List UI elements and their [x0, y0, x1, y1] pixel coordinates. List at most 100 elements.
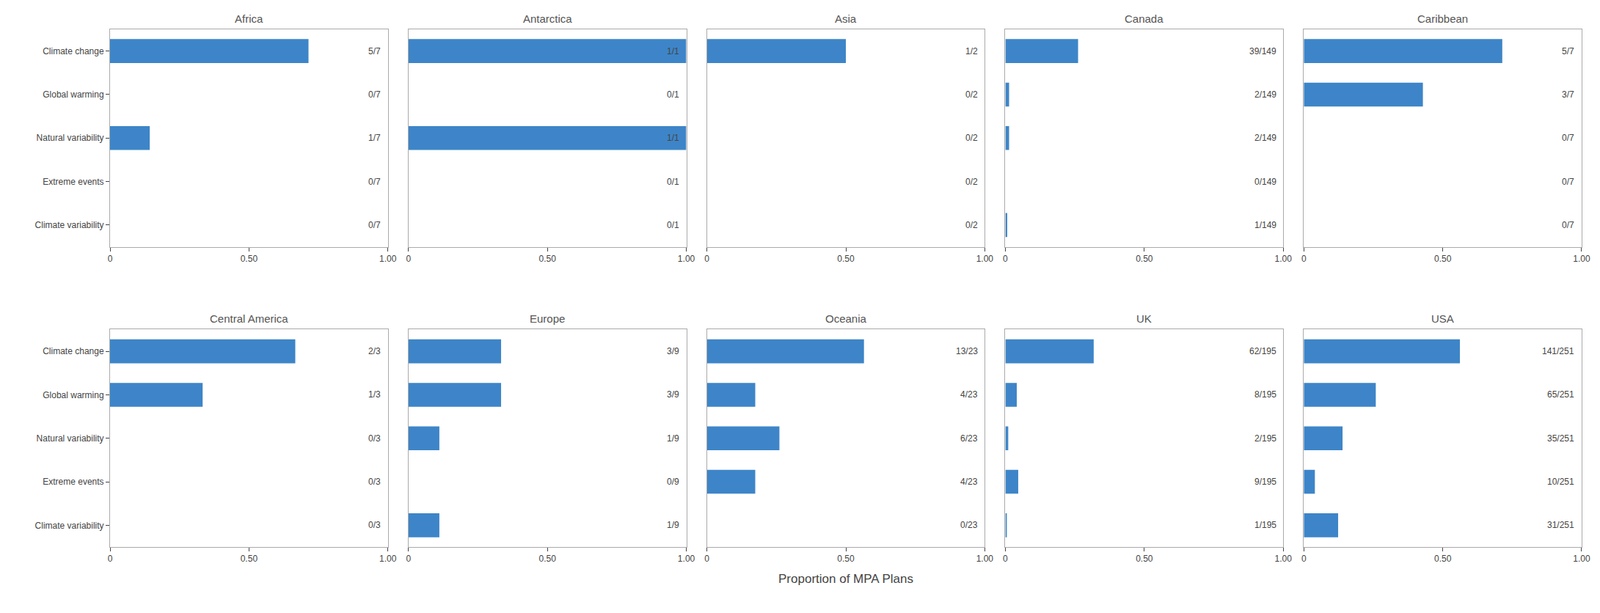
svg-text:1.00: 1.00 [976, 253, 995, 265]
svg-text:0/3: 0/3 [368, 476, 381, 488]
svg-text:Europe: Europe [529, 312, 565, 325]
svg-text:13/23: 13/23 [955, 346, 978, 357]
svg-text:1/3: 1/3 [368, 389, 381, 400]
svg-text:2/149: 2/149 [1254, 89, 1277, 100]
svg-text:0/3: 0/3 [368, 520, 381, 531]
svg-text:1/149: 1/149 [1254, 220, 1277, 231]
svg-text:31/251: 31/251 [1547, 520, 1575, 531]
svg-text:10/251: 10/251 [1547, 476, 1575, 488]
svg-text:UK: UK [1136, 312, 1152, 325]
svg-text:0/7: 0/7 [1561, 132, 1575, 144]
svg-text:1.00: 1.00 [1572, 553, 1591, 565]
svg-text:3/9: 3/9 [666, 346, 680, 357]
svg-text:141/251: 141/251 [1542, 346, 1575, 357]
svg-text:0/1: 0/1 [666, 89, 680, 100]
svg-text:0: 0 [1301, 253, 1307, 265]
svg-text:0/1: 0/1 [666, 220, 680, 231]
svg-text:1.00: 1.00 [976, 553, 995, 565]
svg-text:1/2: 1/2 [965, 46, 978, 57]
svg-text:3/7: 3/7 [1561, 89, 1575, 100]
svg-text:Africa: Africa [234, 12, 264, 25]
svg-text:0.50: 0.50 [240, 253, 259, 265]
svg-text:4/23: 4/23 [960, 389, 978, 400]
svg-text:0/1: 0/1 [666, 176, 680, 188]
svg-text:1.00: 1.00 [677, 253, 696, 265]
svg-text:65/251: 65/251 [1547, 389, 1575, 400]
svg-text:0: 0 [704, 553, 710, 565]
svg-text:0.50: 0.50 [837, 253, 855, 265]
svg-text:0.50: 0.50 [539, 553, 557, 565]
svg-text:5/7: 5/7 [368, 46, 381, 57]
svg-text:0.50: 0.50 [1434, 553, 1452, 565]
svg-text:Caribbean: Caribbean [1417, 12, 1468, 25]
svg-text:USA: USA [1431, 312, 1455, 325]
svg-text:0.50: 0.50 [1135, 253, 1154, 265]
svg-text:5/7: 5/7 [1561, 46, 1575, 57]
svg-text:Climate change: Climate change [42, 46, 105, 57]
svg-text:0: 0 [1301, 553, 1307, 565]
svg-text:0/7: 0/7 [1561, 176, 1575, 188]
svg-text:1/9: 1/9 [666, 433, 680, 444]
svg-text:Global warming: Global warming [42, 390, 104, 401]
svg-text:Central America: Central America [209, 312, 289, 325]
svg-text:2/3: 2/3 [368, 346, 381, 357]
svg-text:0: 0 [405, 553, 411, 565]
svg-text:0.50: 0.50 [240, 553, 259, 565]
svg-text:6/23: 6/23 [960, 433, 978, 444]
svg-text:0/7: 0/7 [368, 220, 381, 231]
svg-text:0/7: 0/7 [368, 176, 381, 188]
svg-text:8/195: 8/195 [1254, 389, 1277, 400]
svg-text:0: 0 [107, 553, 113, 565]
svg-text:1/7: 1/7 [368, 132, 381, 144]
svg-text:Canada: Canada [1124, 12, 1164, 25]
svg-text:0: 0 [1002, 253, 1008, 265]
svg-text:1.00: 1.00 [1275, 253, 1293, 265]
svg-text:1.00: 1.00 [379, 553, 397, 565]
svg-text:2/149: 2/149 [1254, 132, 1277, 144]
svg-text:0/2: 0/2 [965, 220, 978, 231]
svg-text:Antarctica: Antarctica [523, 12, 573, 25]
svg-text:1/1: 1/1 [666, 132, 680, 144]
svg-text:0.50: 0.50 [837, 553, 855, 565]
svg-text:Extreme events: Extreme events [42, 476, 104, 488]
svg-text:0/9: 0/9 [666, 476, 680, 488]
svg-text:0.50: 0.50 [1135, 553, 1154, 565]
svg-text:Oceania: Oceania [825, 312, 868, 325]
svg-text:0: 0 [107, 253, 113, 265]
svg-text:0/149: 0/149 [1254, 176, 1277, 188]
svg-text:0/2: 0/2 [965, 132, 978, 144]
svg-text:0/2: 0/2 [965, 176, 978, 188]
svg-text:9/195: 9/195 [1254, 476, 1277, 488]
svg-text:Asia: Asia [834, 12, 857, 25]
svg-text:0/7: 0/7 [1561, 220, 1575, 231]
svg-text:39/149: 39/149 [1249, 46, 1277, 57]
svg-text:Global warming: Global warming [42, 89, 104, 100]
svg-text:Climate variability: Climate variability [35, 220, 105, 231]
svg-text:1/1: 1/1 [666, 46, 680, 57]
svg-text:4/23: 4/23 [960, 476, 978, 488]
svg-text:0: 0 [405, 253, 411, 265]
svg-text:0: 0 [1002, 553, 1008, 565]
svg-text:1.00: 1.00 [1572, 253, 1591, 265]
svg-text:Extreme events: Extreme events [42, 176, 104, 188]
svg-text:35/251: 35/251 [1547, 433, 1575, 444]
svg-text:0/3: 0/3 [368, 433, 381, 444]
svg-text:Climate change: Climate change [42, 346, 105, 357]
svg-text:0/2: 0/2 [965, 89, 978, 100]
svg-text:0.50: 0.50 [1434, 253, 1452, 265]
svg-text:Natural variability: Natural variability [36, 433, 105, 444]
svg-text:2/195: 2/195 [1254, 433, 1277, 444]
svg-text:1.00: 1.00 [379, 253, 397, 265]
svg-text:62/195: 62/195 [1249, 346, 1277, 357]
svg-text:Climate variability: Climate variability [35, 520, 105, 532]
svg-text:0/23: 0/23 [960, 520, 978, 531]
svg-text:0: 0 [704, 253, 710, 265]
svg-text:0.50: 0.50 [539, 253, 557, 265]
svg-text:3/9: 3/9 [666, 389, 680, 400]
svg-text:Natural variability: Natural variability [36, 132, 105, 144]
svg-text:1/195: 1/195 [1254, 520, 1277, 531]
svg-text:1/9: 1/9 [666, 520, 680, 531]
svg-text:1.00: 1.00 [677, 553, 696, 565]
svg-text:Proportion of MPA Plans: Proportion of MPA Plans [778, 572, 914, 587]
svg-text:0/7: 0/7 [368, 89, 381, 100]
